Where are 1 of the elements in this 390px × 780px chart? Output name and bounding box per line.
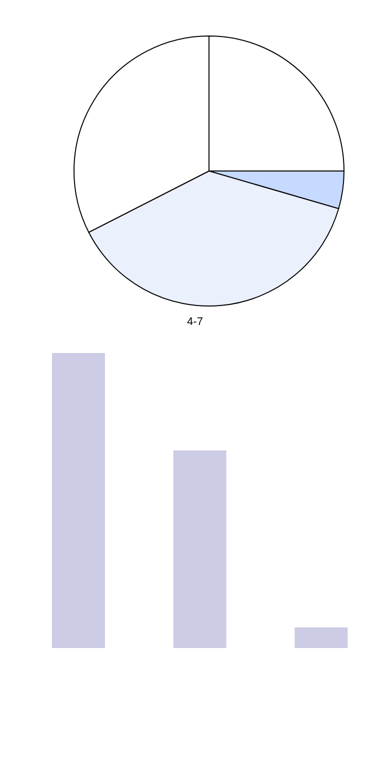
text: 4-7	[186, 316, 204, 328]
